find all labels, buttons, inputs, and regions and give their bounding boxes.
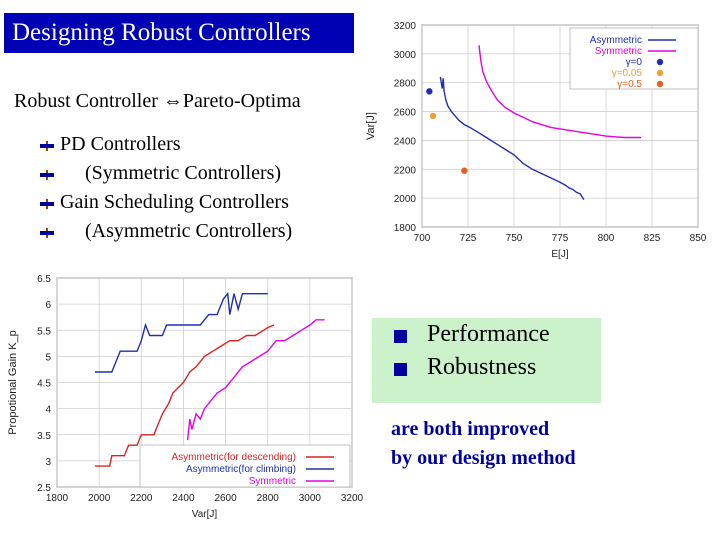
- y-tick-label: 3200: [394, 21, 417, 32]
- data-point: [461, 167, 468, 174]
- bullet-text: Gain Scheduling Controllers: [60, 191, 289, 213]
- variance-vs-expectation-chart: 700 725 750 775 800 825 850 1800 2000 2200 2400 260…: [365, 21, 707, 260]
- y-tick-label: 4: [45, 405, 51, 416]
- y-tick-label: 2200: [394, 165, 417, 176]
- x-tick-label: 2600: [214, 493, 237, 504]
- x-axis-label: Var[J]: [192, 509, 218, 520]
- bullet-text: PD Controllers: [60, 133, 181, 155]
- x-tick-label: 2400: [172, 493, 195, 504]
- legend-box: [569, 27, 699, 90]
- y-tick-label: 5.5: [37, 326, 51, 337]
- x-tick-label: 800: [598, 233, 615, 244]
- data-point: [426, 88, 433, 95]
- y-tick-label: 1800: [394, 223, 417, 234]
- x-tick-label: 2000: [88, 493, 111, 504]
- bullet-text: (Asymmetric Controllers): [85, 220, 293, 242]
- y-tick-label: 5: [45, 352, 51, 363]
- conclusion-line-2: by our design method: [391, 447, 576, 469]
- series-line: [186, 319, 325, 441]
- bullet-text: (Symmetric Controllers): [85, 162, 282, 184]
- legend-label: γ=0: [626, 57, 643, 68]
- series-line: [94, 324, 275, 467]
- arrow-bullet-icon: [40, 141, 54, 151]
- legend-marker: [656, 80, 664, 88]
- series-line: [439, 76, 585, 200]
- conclusion-line-1: are both improved: [391, 418, 550, 440]
- x-axis-label: E[J]: [551, 249, 568, 260]
- arrow-bullet-icon: [40, 170, 54, 180]
- x-tick-label: 1800: [46, 493, 69, 504]
- x-tick-label: 775: [552, 233, 569, 244]
- improvement-box: Performance Robustness: [372, 318, 601, 403]
- y-tick-label: 3000: [394, 50, 417, 61]
- gain-vs-variance-chart: 1800 2000 2200 2400 2600 2800 3000 3200 2.5 3 3.5 4…: [7, 274, 364, 520]
- legend-marker: [656, 58, 664, 66]
- series-line: [478, 45, 641, 139]
- legend-label: γ=0.05: [612, 68, 643, 79]
- x-tick-label: 2800: [257, 493, 280, 504]
- x-tick-label: 825: [644, 233, 661, 244]
- y-tick-label: 6.5: [37, 274, 51, 285]
- legend-label: Symmetric: [249, 476, 296, 487]
- x-tick-label: 750: [506, 233, 523, 244]
- legend-label: γ=0.5: [617, 79, 642, 90]
- y-tick-label: 2600: [394, 108, 417, 119]
- y-tick-label: 2.5: [37, 483, 51, 494]
- y-axis-label: Var[J]: [365, 112, 377, 140]
- data-point: [429, 112, 437, 120]
- arrow-bullet-icon: [40, 199, 54, 209]
- y-tick-label: 2400: [394, 136, 417, 147]
- y-tick-label: 4.5: [37, 379, 51, 390]
- x-tick-label: 3000: [299, 493, 322, 504]
- legend-marker: [656, 69, 664, 77]
- y-axis-label: Propotional Gain K_p: [7, 330, 19, 435]
- x-tick-label: 3200: [341, 493, 364, 504]
- legend-label: Symmetric: [595, 46, 642, 57]
- legend-label: Asymmetric: [590, 35, 642, 46]
- x-tick-label: 700: [414, 233, 431, 244]
- y-tick-label: 2000: [394, 194, 417, 205]
- improvement-item-robustness: Robustness: [372, 351, 601, 384]
- legend-label: Asymmetric(for climbing): [186, 464, 296, 475]
- y-tick-label: 3: [45, 457, 51, 468]
- y-tick-label: 2800: [394, 79, 417, 90]
- arrow-bullet-icon: [40, 228, 54, 238]
- square-bullet-icon: [394, 363, 407, 376]
- x-tick-label: 850: [690, 233, 707, 244]
- legend-box: [139, 444, 351, 488]
- x-tick-label: 2200: [130, 493, 153, 504]
- legend-label: Asymmetric(for descending): [172, 452, 296, 463]
- improvement-item-performance: Performance: [372, 318, 601, 351]
- y-tick-label: 6: [45, 300, 51, 311]
- slide-title: Designing Robust Controllers: [4, 13, 354, 53]
- square-bullet-icon: [394, 330, 407, 343]
- y-tick-label: 3.5: [37, 431, 51, 442]
- conclusion-text: are both improved by our design method: [391, 415, 576, 473]
- series-line: [94, 291, 268, 373]
- slide-subtitle: Robust Controller ⇔Pareto-Optima: [14, 90, 301, 112]
- x-tick-label: 725: [460, 233, 477, 244]
